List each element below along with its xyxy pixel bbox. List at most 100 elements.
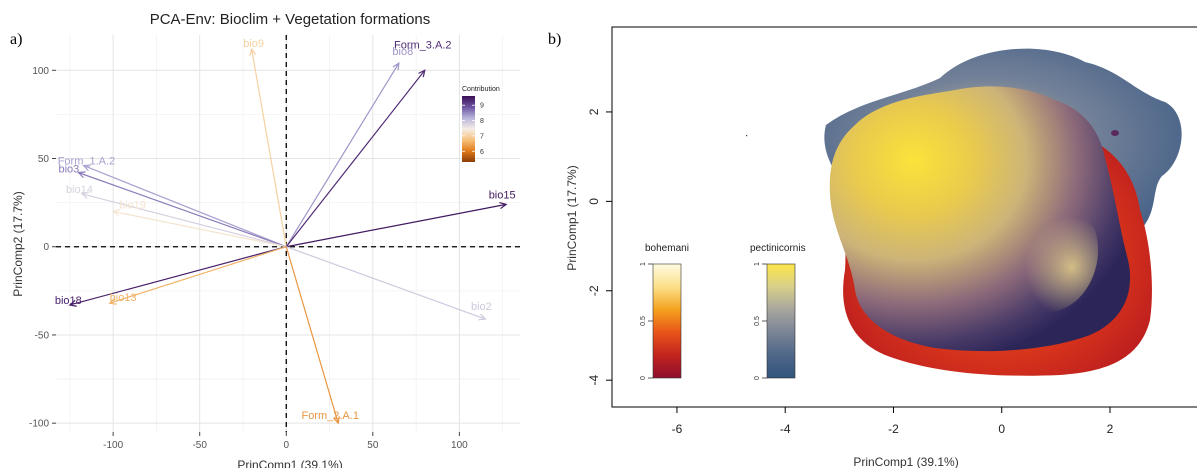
y-tick-label: 0 [587, 198, 601, 205]
panel-b-x-axis-label: PrinComp1 (39.1%) [853, 455, 958, 468]
x-tick-label: -100 [103, 440, 123, 451]
density-surface [746, 48, 1182, 376]
arrow-head [111, 209, 121, 217]
arrow-head [108, 297, 117, 305]
arrow-head [249, 47, 257, 57]
density-point [746, 135, 748, 137]
colorbar-tick-label: 0.5 [754, 316, 761, 326]
arrow-head [82, 164, 91, 172]
arrow-shaft [83, 165, 287, 248]
panel-b-y-axis-label: PrinComp1 (17.7%) [565, 165, 579, 270]
bohemani-legend-ticks: 10.50 [640, 262, 653, 380]
arrow-Form_2.A.1 [285, 246, 340, 425]
bohemani-colorbar [652, 263, 682, 379]
pectinicornis-legend-ticks: 10.50 [754, 262, 767, 380]
arrow-shaft [285, 246, 339, 424]
x-tick-label: -6 [672, 422, 683, 436]
y-tick-label: 50 [38, 154, 50, 165]
arrow-label: Form_2.A.1 [301, 410, 358, 422]
colorbar-tick-label: 0 [754, 376, 761, 380]
legend-tick-label: 9 [480, 103, 484, 110]
arrow-head [499, 202, 508, 210]
y-tick-label: 100 [32, 66, 49, 77]
arrow-Form_3.A.2 [285, 69, 426, 248]
pectinicornis-colorbar [766, 263, 796, 379]
arrow-shaft [251, 49, 287, 247]
pectinicornis-legend: pectinicornis 10.50 [750, 243, 806, 380]
arrow-head [68, 299, 77, 307]
y-tick-label: -100 [29, 419, 49, 430]
bohemani-legend: bohemani 10.50 [640, 243, 689, 380]
arrow-head [392, 62, 400, 71]
arrow-label: bio15 [489, 189, 516, 201]
arrow-shaft [286, 246, 486, 320]
bohemani-legend-title: bohemani [645, 243, 689, 254]
density-speck [1111, 130, 1119, 136]
x-tick-label: -2 [888, 422, 899, 436]
arrow-shaft [285, 69, 426, 248]
arrow-label: Form_1.A.2 [58, 156, 115, 168]
arrow-label: bio3 [59, 164, 80, 176]
x-tick-label: -4 [780, 422, 791, 436]
overlap-density-highlight [993, 199, 1099, 312]
legend-tick-label: 8 [480, 118, 484, 125]
panel-b-label: b) [548, 31, 561, 48]
arrow-shaft [81, 193, 287, 248]
arrow-bio15 [286, 202, 508, 248]
x-tick-label: 0 [998, 422, 1005, 436]
panel-a-title: PCA-Env: Bioclim + Vegetation formations [150, 11, 431, 28]
contribution-legend: Contribution 9 8 7 6 [462, 86, 500, 162]
arrow-shaft [286, 203, 507, 248]
arrow-label: bio8 [392, 46, 413, 58]
contribution-legend-title: Contribution [462, 86, 500, 93]
colorbar-tick-label: 1 [640, 262, 647, 266]
panel-a-y-axis-label: PrinComp2 (17.7%) [11, 191, 25, 296]
arrow-bio14 [80, 191, 287, 248]
y-tick-label: 2 [587, 108, 601, 115]
arrow-shaft [69, 246, 287, 306]
arrow-bio19 [111, 209, 287, 248]
legend-tick-label: 6 [480, 149, 484, 156]
y-tick-label: -50 [35, 330, 50, 341]
arrow-shaft [285, 62, 400, 248]
arrow-bio13 [108, 246, 287, 305]
x-tick-label: 50 [367, 440, 379, 451]
arrow-label: bio19 [119, 199, 146, 211]
x-tick-label: 100 [451, 440, 468, 451]
panel-a-reference-lines [56, 35, 520, 432]
arrow-bio18 [68, 246, 287, 307]
arrow-bio3 [77, 171, 287, 248]
colorbar-tick-label: 1 [754, 262, 761, 266]
panel-b-frame [611, 26, 1197, 408]
arrow-bio9 [249, 47, 287, 247]
arrow-shaft [113, 210, 287, 248]
panel-b: b) -6 -4 -2 0 220-2-4 bohemani 10.50 pectini… [548, 26, 1197, 468]
panel-a-arrows [68, 47, 508, 425]
arrow-Form_1.A.2 [82, 164, 287, 248]
contribution-legend-ticks: 9 8 7 6 [462, 103, 484, 156]
legend-tick-label: 7 [480, 133, 484, 140]
y-tick-label: -4 [587, 375, 601, 386]
arrow-head [418, 69, 426, 78]
contribution-colorbar [462, 96, 475, 162]
arrow-head [80, 191, 89, 199]
arrow-label: bio18 [55, 295, 82, 307]
panel-a-x-axis-label: PrinComp1 (39.1%) [237, 458, 342, 468]
panel-b-ticks: -6 -4 -2 0 2 2 0 -2 -4 [587, 108, 1114, 436]
panel-a-label: a) [10, 31, 22, 48]
arrow-label: bio2 [471, 301, 492, 313]
panel-a: a) PCA-Env: Bioclim + Vegetation formati… [10, 11, 520, 468]
arrow-bio8 [285, 62, 400, 248]
x-tick-label: 0 [283, 440, 289, 451]
arrow-head [333, 416, 340, 425]
colorbar-tick-label: 0.5 [640, 316, 647, 326]
arrow-head [77, 171, 86, 179]
arrow-label: bio9 [243, 38, 264, 50]
y-tick-label: -2 [587, 285, 601, 296]
arrow-label: bio14 [66, 184, 93, 196]
colorbar-tick-label: 0 [640, 376, 647, 380]
panel-a-ticks: -100 -50 0 50 100 -100 -50 0 50 100 [29, 66, 468, 451]
x-tick-label: -50 [192, 440, 207, 451]
